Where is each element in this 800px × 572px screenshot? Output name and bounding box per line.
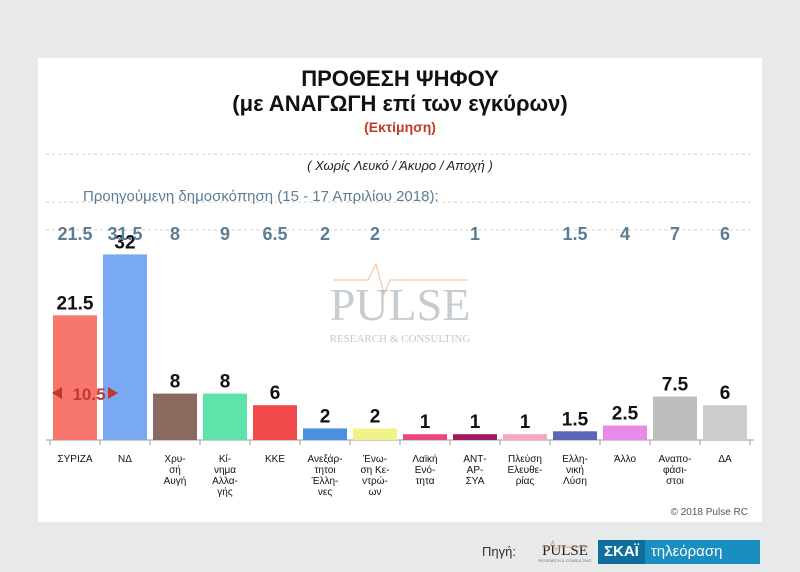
bar-2	[153, 393, 197, 440]
chart-subtitle: (Εκτίμηση)	[364, 119, 436, 135]
source-label: Πηγή:	[482, 544, 516, 559]
previous-poll-value: 1.5	[562, 224, 587, 244]
previous-poll-value: 8	[170, 224, 180, 244]
chart-title-line1: ΠΡΟΘΕΣΗ ΨΗΦΟΥ	[301, 66, 499, 91]
previous-poll-label: Προηγούμενη δημοσκόπηση (15 - 17 Απριλίο…	[83, 188, 439, 205]
bar-12	[653, 396, 697, 440]
bar-value-label: 32	[114, 232, 135, 253]
previous-poll-value: 6	[720, 224, 730, 244]
pulse-logo-subtext: RESEARCH & CONSULTING	[538, 558, 591, 563]
bar-value-label: 7.5	[662, 375, 689, 396]
bar-0	[53, 315, 97, 440]
category-label: Άλλο	[614, 454, 637, 465]
bar-value-label: 8	[220, 372, 231, 393]
category-label: ΝΔ	[118, 454, 132, 465]
chart-card: PULSE RESEARCH & CONSULTING 21.5 21.5 ΣΥΡΙΖΑ…	[38, 58, 762, 522]
previous-poll-value: 21.5	[57, 224, 92, 244]
gap-arrow-right-icon	[108, 387, 118, 399]
chart-note: ( Χωρίς Λευκό / Άκυρο / Αποχή )	[307, 158, 493, 173]
gap-annotation: 10.5	[72, 385, 105, 404]
bar-value-label: 1.5	[562, 409, 589, 430]
category-label: ΚΚΕ	[265, 454, 285, 465]
category-label: Ανεξάρ-τητοι Έλλη-νες	[308, 453, 343, 498]
category-label: Ένω-ση Κε-ντρώ-ων	[361, 454, 390, 498]
category-label: Ελλη-νική Λύση	[562, 454, 588, 487]
bar-13	[703, 405, 747, 440]
category-label: Κί-νημα Αλλα-γής	[212, 453, 238, 498]
bar-1	[103, 254, 147, 440]
category-label: Χρυ-σή Αυγή	[164, 454, 187, 487]
previous-poll-value: 9	[220, 224, 230, 244]
bar-11	[603, 425, 647, 440]
chart-title-line2: (με ΑΝΑΓΩΓΗ επί των εγκύρων)	[232, 91, 568, 116]
bar-value-label: 2	[320, 406, 331, 427]
bar-8	[453, 434, 497, 440]
bar-value-label: 1	[420, 412, 431, 433]
skai-logo-text: ΣΚΑΪ	[598, 540, 645, 564]
bar-value-label: 2.5	[612, 404, 639, 425]
category-label: Πλεύση Ελευθε-ρίας	[508, 453, 543, 487]
bar-7	[403, 434, 447, 440]
bar-value-label: 6	[270, 383, 281, 404]
category-label: Λαϊκή Ενό-τητα	[412, 453, 437, 487]
category-label: Αναπο-φάσι-στοι	[659, 454, 692, 487]
category-label: ΔΑ	[718, 454, 732, 465]
watermark-subtext: RESEARCH & CONSULTING	[330, 333, 471, 345]
bar-value-label: 21.5	[57, 293, 94, 314]
category-label: ΑΝΤ-ΑΡ-ΣΥΑ	[463, 454, 486, 487]
bar-value-label: 8	[170, 372, 181, 393]
previous-poll-value: 2	[320, 224, 330, 244]
bar-value-label: 2	[370, 406, 381, 427]
previous-poll-value: 7	[670, 224, 680, 244]
bar-value-label: 1	[520, 412, 531, 433]
previous-poll-value: 1	[470, 224, 480, 244]
bar-6	[353, 428, 397, 440]
watermark-text: PULSE	[330, 279, 471, 330]
category-label: ΣΥΡΙΖΑ	[57, 454, 92, 465]
bar-value-label: 6	[720, 383, 731, 404]
watermark-pulse-line	[334, 262, 468, 296]
copyright: © 2018 Pulse RC	[670, 507, 748, 518]
bar-5	[303, 428, 347, 440]
bar-9	[503, 434, 547, 440]
pulse-logo-text: PULSE	[542, 543, 588, 559]
bar-10	[553, 431, 597, 440]
bar-value-label: 1	[470, 412, 481, 433]
skai-tv-text: τηλεόραση	[650, 543, 723, 560]
previous-poll-value: 31.5	[107, 224, 142, 244]
bar-4	[253, 405, 297, 440]
gap-arrow-left-icon	[52, 387, 62, 399]
previous-poll-value: 4	[620, 224, 630, 244]
skai-logo: ΣΚΑΪ τηλεόραση	[598, 540, 760, 564]
previous-poll-value: 2	[370, 224, 380, 244]
previous-poll-value: 6.5	[262, 224, 287, 244]
pulse-logo: PULSE RESEARCH & CONSULTING	[538, 539, 592, 563]
bar-3	[203, 393, 247, 440]
